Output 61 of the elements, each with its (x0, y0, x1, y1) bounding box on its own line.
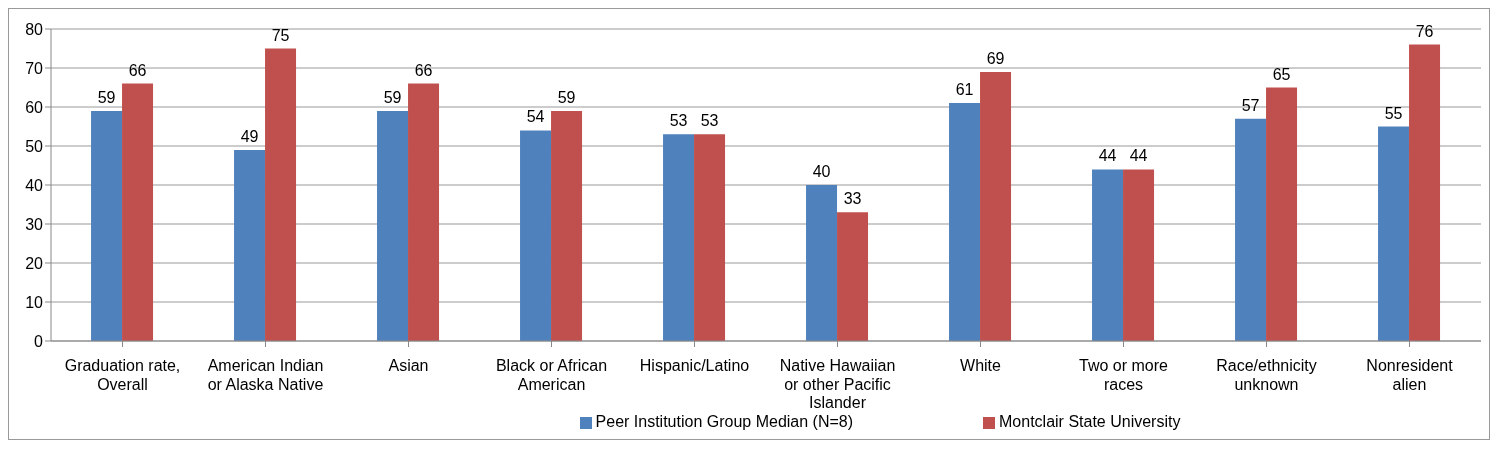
legend-label: Montclair State University (999, 413, 1181, 430)
data-label: 57 (1241, 96, 1260, 114)
data-label: 66 (414, 61, 433, 79)
bar (1378, 126, 1410, 341)
bar (1092, 169, 1124, 341)
x-tick-label: American Indian or Alaska Native (207, 357, 324, 393)
y-tick-label: 40 (25, 176, 44, 194)
data-label: 66 (128, 61, 147, 79)
bar (520, 130, 552, 341)
bar (91, 110, 123, 341)
x-tick-label: Hispanic/Latino (639, 357, 750, 375)
data-label: 33 (843, 190, 862, 208)
bar (377, 110, 409, 341)
data-label: 54 (526, 108, 545, 126)
bar (408, 83, 440, 341)
y-tick-label: 60 (25, 98, 44, 116)
bar (806, 185, 838, 341)
data-label: 53 (669, 112, 688, 130)
data-label: 53 (700, 112, 719, 130)
data-label: 76 (1415, 22, 1434, 40)
data-label: 59 (97, 88, 116, 106)
data-label: 55 (1384, 104, 1403, 122)
bar (1123, 169, 1155, 341)
data-label: 40 (812, 163, 831, 180)
data-label: 65 (1272, 65, 1291, 83)
x-tick-label: Native Hawaiian or other Pacific Islander (779, 357, 896, 412)
y-tick-label: 0 (34, 332, 44, 350)
data-label: 61 (955, 81, 974, 99)
bar (234, 149, 266, 341)
bar (122, 83, 154, 341)
bar (1409, 44, 1441, 341)
legend-label: Peer Institution Group Median (N=8) (595, 413, 854, 430)
data-label: 59 (557, 88, 576, 106)
bar (980, 71, 1012, 341)
bar (837, 212, 869, 341)
x-tick-label: Race/ethnicity unknown (1216, 357, 1317, 393)
x-tick-label: White (960, 357, 1002, 375)
x-tick-label: Two or more races (1079, 357, 1169, 393)
y-tick-label: 20 (25, 254, 44, 272)
data-label: 69 (986, 49, 1005, 67)
bar (1266, 87, 1298, 341)
bar (694, 134, 726, 341)
x-tick-label: Graduation rate, Overall (64, 357, 181, 393)
x-tick-label: Black or African American (495, 357, 608, 393)
bar (265, 48, 297, 341)
y-tick-label: 50 (25, 137, 44, 155)
x-tick-label: Asian (388, 357, 429, 375)
x-tick-label: Nonresident alien (1366, 357, 1454, 393)
y-tick-label: 10 (25, 293, 44, 311)
bar (663, 134, 695, 341)
y-tick-label: 30 (25, 215, 44, 233)
data-label: 49 (240, 127, 259, 145)
data-label: 75 (271, 26, 290, 44)
bar (949, 103, 981, 341)
bar (551, 110, 583, 341)
bar (1235, 118, 1267, 341)
y-tick-label: 70 (25, 59, 44, 77)
y-tick-label: 80 (25, 20, 44, 38)
data-label: 44 (1129, 147, 1148, 165)
data-label: 59 (383, 88, 402, 106)
data-label: 44 (1098, 147, 1117, 165)
